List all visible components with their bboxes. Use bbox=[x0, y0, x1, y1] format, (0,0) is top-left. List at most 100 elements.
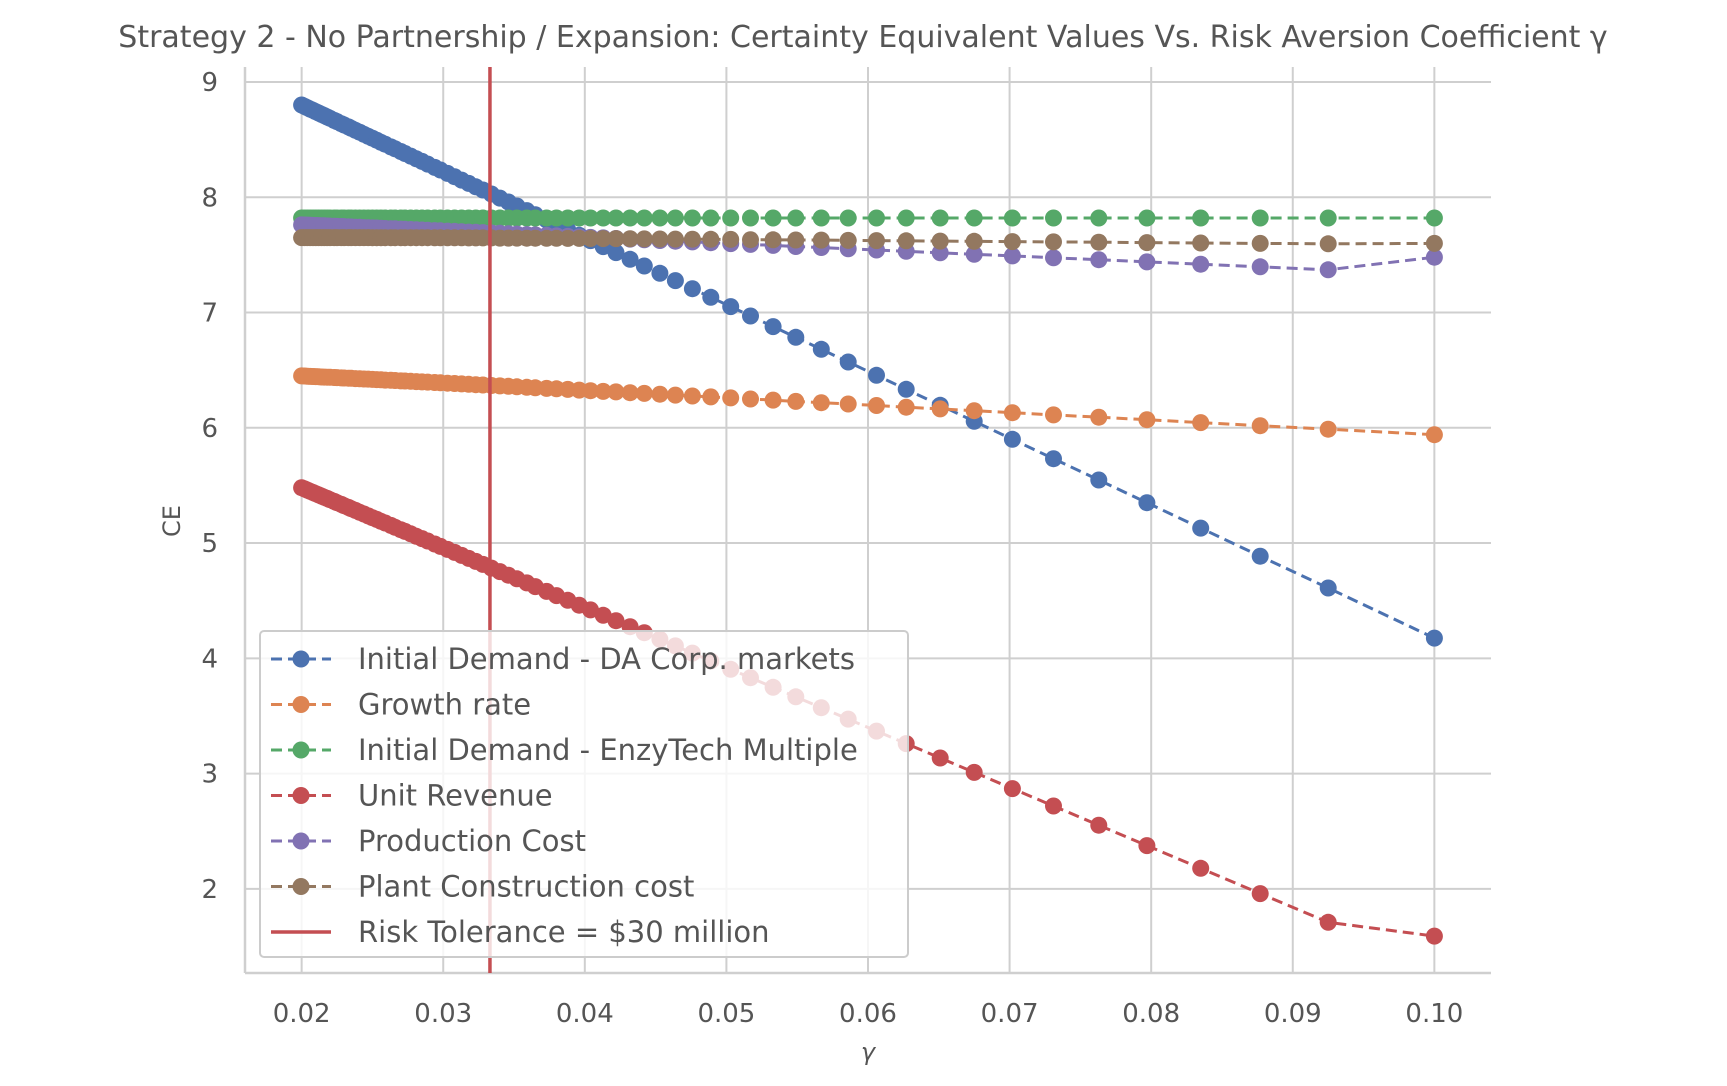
data-point bbox=[1003, 404, 1021, 422]
data-point bbox=[722, 209, 740, 227]
x-axis-label: γ bbox=[861, 1038, 877, 1066]
data-point bbox=[635, 257, 653, 275]
data-point bbox=[1138, 837, 1156, 855]
data-point bbox=[812, 209, 830, 227]
legend-label: Initial Demand - DA Corp. markets bbox=[358, 642, 855, 676]
data-point bbox=[1090, 251, 1108, 269]
data-point bbox=[582, 209, 599, 227]
data-point bbox=[1251, 234, 1269, 252]
legend-item-production-cost: Production Cost bbox=[271, 824, 586, 858]
data-point bbox=[1192, 234, 1210, 252]
data-point bbox=[1319, 235, 1337, 253]
data-point bbox=[764, 209, 782, 227]
data-point bbox=[702, 288, 720, 306]
data-point bbox=[1003, 430, 1021, 448]
x-tick-label: 0.06 bbox=[839, 999, 897, 1029]
data-point bbox=[764, 391, 782, 409]
data-point bbox=[1045, 233, 1062, 251]
data-point bbox=[1138, 209, 1156, 227]
data-point bbox=[722, 389, 740, 407]
data-point bbox=[965, 245, 983, 263]
legend-label: Initial Demand - EnzyTech Multiple bbox=[358, 733, 858, 767]
data-point bbox=[635, 209, 653, 227]
data-point bbox=[594, 209, 612, 227]
data-point bbox=[621, 209, 639, 227]
axes-spines bbox=[243, 67, 1491, 975]
data-point bbox=[621, 384, 639, 402]
data-point bbox=[607, 383, 625, 401]
data-point bbox=[1192, 519, 1210, 537]
data-point bbox=[1192, 859, 1210, 877]
data-point bbox=[607, 244, 625, 262]
data-point bbox=[651, 209, 669, 227]
data-point bbox=[1192, 414, 1210, 432]
legend-item-initial-demand-enzytech-multiple: Initial Demand - EnzyTech Multiple bbox=[271, 733, 858, 767]
data-point bbox=[1319, 913, 1337, 931]
data-point bbox=[1425, 426, 1443, 444]
data-point bbox=[683, 230, 701, 248]
data-point bbox=[1319, 209, 1337, 227]
data-point bbox=[621, 230, 639, 248]
data-point bbox=[683, 387, 701, 405]
data-point bbox=[1425, 248, 1443, 266]
data-point bbox=[1192, 209, 1210, 227]
data-point bbox=[1138, 494, 1156, 512]
data-point bbox=[1425, 629, 1443, 647]
data-point bbox=[666, 272, 684, 290]
data-point bbox=[1425, 234, 1443, 252]
y-tick-label: 2 bbox=[201, 875, 218, 905]
x-tick-label: 0.10 bbox=[1405, 999, 1463, 1029]
chart-title: Strategy 2 - No Partnership / Expansion:… bbox=[118, 20, 1607, 55]
x-tick-label: 0.02 bbox=[273, 999, 331, 1029]
data-point bbox=[683, 209, 701, 227]
data-point bbox=[764, 318, 782, 336]
x-tick-label: 0.05 bbox=[697, 999, 755, 1029]
data-point bbox=[1138, 234, 1156, 252]
data-point bbox=[582, 382, 599, 400]
legend-item-unit-revenue: Unit Revenue bbox=[271, 779, 553, 813]
data-point bbox=[839, 209, 857, 227]
data-point bbox=[897, 380, 915, 398]
data-point bbox=[868, 397, 885, 414]
data-point bbox=[1045, 249, 1062, 267]
data-point bbox=[635, 384, 653, 402]
data-point bbox=[1138, 253, 1156, 271]
data-point bbox=[868, 232, 885, 250]
legend-marker bbox=[292, 696, 310, 713]
legend-label: Production Cost bbox=[358, 824, 586, 858]
x-tick-labels: 0.02 0.03 0.04 0.05 0.06 0.07 0.08 0.09 0.10 bbox=[273, 999, 1464, 1029]
data-point bbox=[722, 230, 740, 248]
y-axis-label: CE bbox=[158, 505, 186, 537]
data-point bbox=[1090, 209, 1108, 227]
data-point bbox=[666, 209, 684, 227]
data-point bbox=[812, 394, 830, 412]
data-point bbox=[1251, 258, 1269, 276]
data-point bbox=[594, 230, 612, 248]
data-point bbox=[742, 231, 759, 249]
data-point bbox=[764, 231, 782, 249]
data-point bbox=[897, 398, 915, 416]
data-point bbox=[582, 601, 599, 619]
data-point bbox=[621, 250, 639, 268]
data-point bbox=[787, 328, 805, 346]
data-point bbox=[931, 244, 949, 262]
plot-area bbox=[293, 96, 1443, 945]
data-point bbox=[931, 749, 949, 767]
data-point bbox=[1090, 816, 1108, 834]
y-tick-label: 9 bbox=[201, 68, 218, 98]
data-point bbox=[1425, 927, 1443, 945]
y-tick-label: 7 bbox=[201, 299, 218, 329]
data-point bbox=[812, 231, 830, 249]
data-point bbox=[1192, 255, 1210, 273]
data-point bbox=[702, 388, 720, 406]
data-point bbox=[1003, 233, 1021, 251]
data-point bbox=[965, 763, 983, 781]
data-point bbox=[839, 395, 857, 413]
data-point bbox=[651, 385, 669, 403]
data-point bbox=[931, 400, 949, 418]
legend-item-growth-rate: Growth rate bbox=[271, 688, 531, 722]
data-point bbox=[1319, 420, 1337, 438]
data-point bbox=[787, 392, 805, 410]
data-point bbox=[787, 209, 805, 227]
data-point bbox=[965, 232, 983, 250]
